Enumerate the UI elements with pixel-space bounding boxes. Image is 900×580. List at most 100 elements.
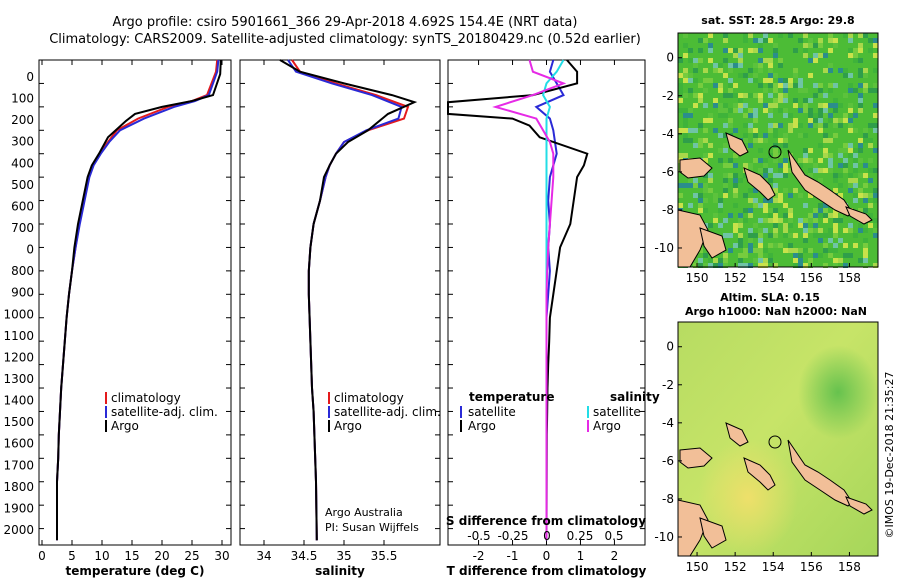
sst-cell [823, 53, 828, 58]
sst-cell [743, 208, 748, 213]
sst-cell [703, 38, 708, 43]
sst-cell [818, 233, 823, 238]
sst-cell [763, 218, 768, 223]
sst-cell [848, 228, 853, 233]
sst-cell [783, 213, 788, 218]
sst-cell [728, 118, 733, 123]
sst-cell [858, 208, 863, 213]
sst-cell [808, 113, 813, 118]
sst-cell [863, 248, 868, 253]
sst-cell [723, 233, 728, 238]
sst-cell [788, 78, 793, 83]
sst-cell [788, 218, 793, 223]
sst-cell [803, 48, 808, 53]
sst-cell [708, 48, 713, 53]
sst-cell [763, 133, 768, 138]
sst-cell [683, 93, 688, 98]
sst-cell [818, 213, 823, 218]
sst-cell [688, 78, 693, 83]
sst-cell [773, 188, 778, 193]
sst-cell [763, 263, 768, 268]
sst-cell [863, 163, 868, 168]
sst-cell [858, 143, 863, 148]
sst-cell [683, 78, 688, 83]
sst-cell [778, 78, 783, 83]
sst-cell [858, 48, 863, 53]
sst-cell [768, 108, 773, 113]
sst-cell [748, 243, 753, 248]
sst-cell [723, 173, 728, 178]
sst-cell [868, 48, 873, 53]
sst-cell [748, 93, 753, 98]
sst-cell [833, 98, 838, 103]
sst-cell [788, 248, 793, 253]
sst-cell [868, 203, 873, 208]
sst-cell [818, 83, 823, 88]
sst-cell [688, 178, 693, 183]
sst-cell [748, 108, 753, 113]
plot-area [239, 59, 441, 546]
sst-cell [683, 43, 688, 48]
sst-cell [753, 138, 758, 143]
y-tick-label: 900 [11, 286, 34, 300]
sst-cell [873, 68, 878, 73]
sst-cell [803, 263, 808, 268]
sst-cell [698, 263, 703, 268]
map-y-tick-label: -2 [662, 89, 674, 103]
sst-cell [698, 143, 703, 148]
sst-cell [688, 113, 693, 118]
sst-cell [768, 73, 773, 78]
sst-cell [733, 83, 738, 88]
sst-cell [858, 193, 863, 198]
sst-cell [773, 213, 778, 218]
sst-cell [683, 68, 688, 73]
sst-cell [713, 103, 718, 108]
sst-cell [758, 93, 763, 98]
sst-cell [758, 248, 763, 253]
sst-cell [783, 163, 788, 168]
sst-cell [838, 118, 843, 123]
sst-cell [773, 183, 778, 188]
sst-cell [818, 113, 823, 118]
sst-cell [813, 118, 818, 123]
sst-cell [688, 138, 693, 143]
sst-cell [708, 43, 713, 48]
sst-cell [753, 118, 758, 123]
sst-cell [823, 113, 828, 118]
map-x-tick-label: 150 [686, 560, 709, 574]
sst-cell [823, 133, 828, 138]
sst-cell [863, 33, 868, 38]
sst-cell [703, 173, 708, 178]
sst-cell [778, 83, 783, 88]
sst-cell [873, 128, 878, 133]
sst-cell [773, 123, 778, 128]
sst-cell [733, 203, 738, 208]
sst-cell [848, 113, 853, 118]
sst-cell [733, 48, 738, 53]
sst-cell [793, 233, 798, 238]
sst-cell [748, 213, 753, 218]
sst-cell [758, 158, 763, 163]
sst-cell [723, 188, 728, 193]
sst-cell [778, 143, 783, 148]
sst-cell [773, 133, 778, 138]
x-tick-label: 30 [214, 549, 229, 563]
sst-cell [758, 253, 763, 258]
sst-cell [833, 233, 838, 238]
sst-cell [723, 193, 728, 198]
sst-cell [683, 53, 688, 58]
sst-cell [728, 83, 733, 88]
sst-map-title: sat. SST: 28.5 Argo: 29.8 [701, 14, 854, 27]
sst-cell [818, 38, 823, 43]
sst-cell [723, 48, 728, 53]
sst-cell [763, 248, 768, 253]
sst-cell [858, 93, 863, 98]
sst-cell [783, 168, 788, 173]
sst-cell [718, 103, 723, 108]
difference-panel: -2 -1 0 1 2T difference from climatology temp… [446, 59, 660, 578]
sst-cell [798, 88, 803, 93]
sst-cell [753, 73, 758, 78]
secondary-tick-label: -0.25 [497, 529, 528, 543]
map-y-tick-label: -6 [662, 454, 674, 468]
sst-cell [798, 253, 803, 258]
